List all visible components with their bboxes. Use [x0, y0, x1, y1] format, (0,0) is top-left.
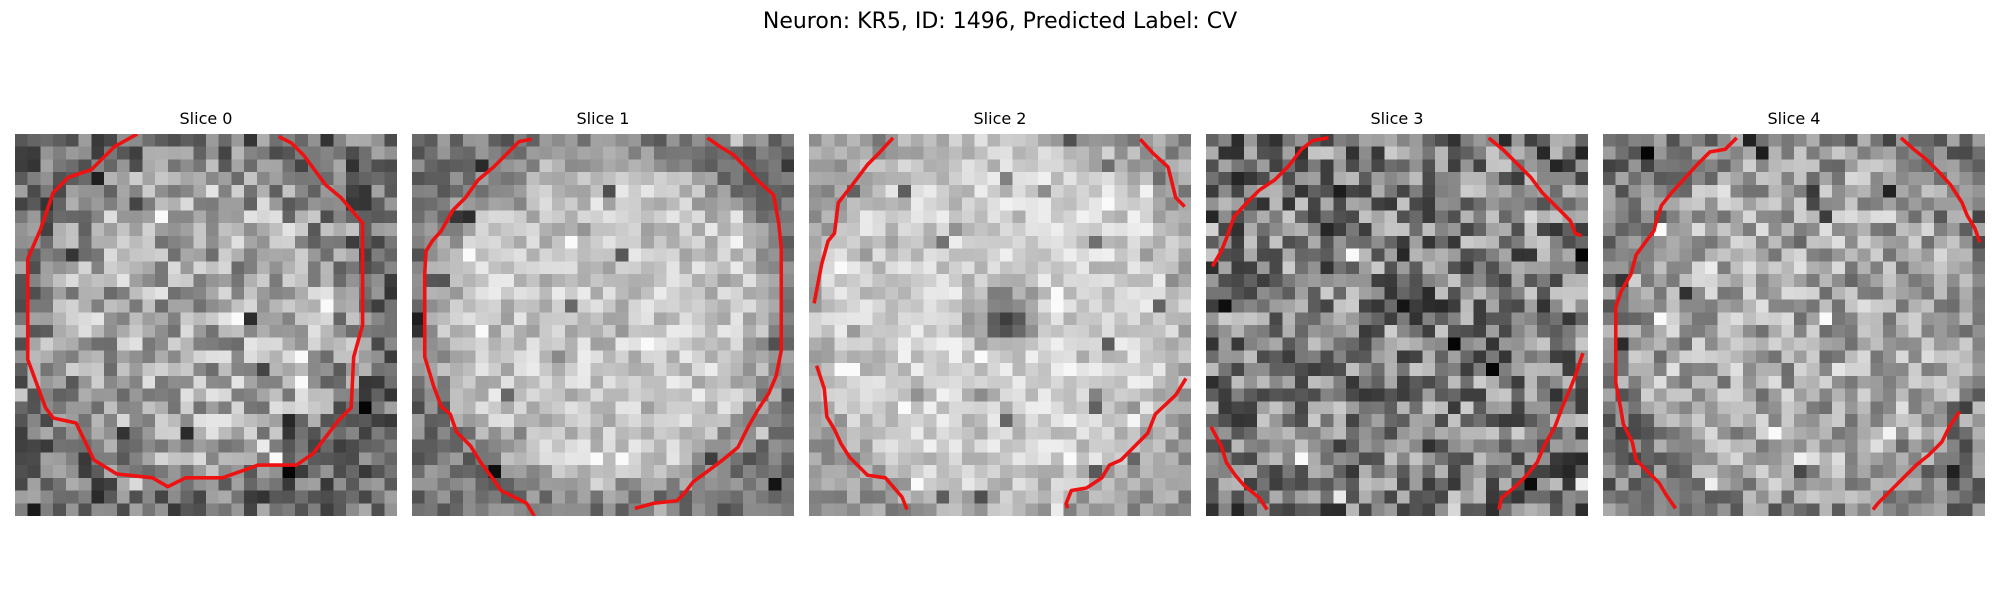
segmentation-contour: [1899, 136, 1982, 243]
slice-title: Slice 4: [1767, 109, 1821, 128]
slice-panel-4: Slice 4: [1603, 108, 1985, 528]
segmentation-contour: [1138, 137, 1186, 208]
slice-image: [412, 134, 794, 516]
slice-panel-1: Slice 1: [412, 108, 794, 528]
slice-title: Slice 1: [576, 109, 630, 128]
segmentation-contour: [1497, 352, 1585, 511]
slice-image: [15, 134, 397, 516]
slice-image: [1603, 134, 1985, 516]
slice-title: Slice 0: [179, 109, 233, 128]
segmentation-contour: [1871, 410, 1962, 511]
segmentation-contour: [1209, 426, 1269, 511]
segmentation-contour: [1613, 136, 1738, 510]
segmentation-contour: [1064, 377, 1188, 509]
segmentation-contour: [1210, 136, 1329, 268]
slice-image: [809, 134, 1191, 516]
slice-image: [1206, 134, 1588, 516]
slice-title: Slice 3: [1370, 109, 1424, 128]
slice-panel-2: Slice 2: [809, 108, 1191, 528]
segmentation-contour: [422, 137, 536, 516]
segmentation-contour: [812, 136, 895, 304]
segmentation-contour: [814, 365, 909, 511]
segmentation-contour: [634, 136, 784, 511]
slice-panel-3: Slice 3: [1206, 108, 1588, 528]
slice-title: Slice 2: [973, 109, 1027, 128]
slice-panel-0: Slice 0: [15, 108, 397, 528]
segmentation-contour: [1487, 136, 1583, 238]
segmentation-contour: [25, 134, 365, 489]
figure-title: Neuron: KR5, ID: 1496, Predicted Label: …: [762, 9, 1238, 34]
